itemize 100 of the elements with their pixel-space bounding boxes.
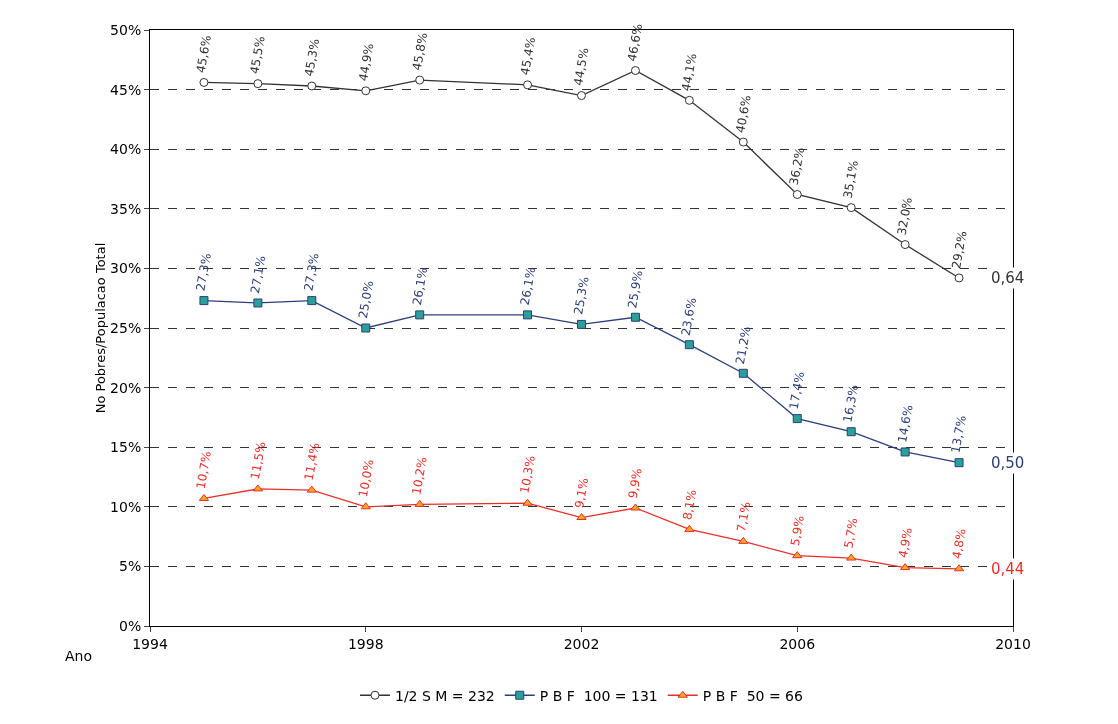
data-label: 10,3% bbox=[517, 454, 538, 495]
y-tick-label: 30% bbox=[110, 260, 142, 277]
point bbox=[900, 563, 911, 571]
point bbox=[738, 536, 749, 544]
point bbox=[307, 296, 317, 306]
data-label: 44,9% bbox=[356, 42, 377, 83]
y-tick-label: 20% bbox=[110, 379, 142, 396]
y-axis-title: No Pobres/Populacao Total bbox=[93, 242, 109, 414]
y-tick-label: 0% bbox=[118, 617, 142, 634]
x-tick-label: 1994 bbox=[132, 635, 168, 652]
data-label: 8,1% bbox=[680, 488, 700, 522]
point bbox=[252, 484, 263, 492]
x-tick-label: 2006 bbox=[779, 635, 816, 652]
data-label: 17,4% bbox=[786, 370, 808, 411]
data-label: 35,1% bbox=[840, 159, 862, 200]
data-label: 44,1% bbox=[679, 52, 700, 93]
data-label: 11,5% bbox=[248, 440, 269, 481]
y-tick-label: 25% bbox=[110, 319, 142, 336]
annotation: 0,44 bbox=[991, 560, 1025, 578]
data-label: 9,9% bbox=[625, 467, 645, 500]
data-label: 36,2% bbox=[786, 146, 808, 187]
point bbox=[361, 86, 371, 96]
point bbox=[846, 203, 856, 213]
data-label: 44,5% bbox=[571, 46, 592, 87]
x-tick-label: 1998 bbox=[347, 635, 384, 652]
data-label: 16,3% bbox=[840, 383, 861, 424]
point bbox=[415, 75, 425, 85]
point bbox=[630, 66, 640, 76]
point bbox=[253, 79, 263, 89]
legend-label: P B F 50 = 66 bbox=[702, 687, 803, 704]
data-label: 10,7% bbox=[193, 450, 214, 491]
point bbox=[306, 485, 317, 493]
data-label: 25,0% bbox=[355, 279, 377, 320]
data-label: 21,2% bbox=[733, 325, 754, 366]
data-label: 7,1% bbox=[734, 500, 754, 533]
data-label: 25,9% bbox=[625, 269, 646, 310]
y-tick-label: 45% bbox=[110, 81, 142, 98]
y-tick-label: 10% bbox=[110, 498, 142, 515]
data-label: 4,8% bbox=[949, 527, 969, 561]
data-label: 25,3% bbox=[571, 275, 592, 316]
point bbox=[846, 553, 857, 561]
data-label: 10,0% bbox=[356, 458, 377, 499]
legend-label: P B F 100 = 131 bbox=[539, 687, 658, 704]
point bbox=[415, 310, 425, 320]
point bbox=[630, 503, 641, 511]
data-label: 40,6% bbox=[733, 94, 754, 135]
point bbox=[577, 91, 586, 101]
point bbox=[199, 77, 209, 87]
data-label: 45,5% bbox=[247, 35, 268, 76]
point bbox=[792, 190, 802, 199]
point bbox=[954, 273, 964, 283]
point bbox=[684, 340, 694, 350]
data-label: 9,1% bbox=[572, 476, 592, 510]
data-label: 29,2% bbox=[949, 229, 970, 270]
data-label: 26,1% bbox=[517, 266, 539, 307]
data-label: 13,7% bbox=[948, 414, 969, 455]
data-label: 11,4% bbox=[301, 441, 323, 482]
point bbox=[577, 319, 586, 329]
point bbox=[361, 323, 371, 333]
data-label: 32,0% bbox=[894, 196, 916, 237]
point bbox=[900, 240, 910, 250]
data-label: 45,3% bbox=[301, 37, 323, 78]
data-label: 4,9% bbox=[895, 526, 915, 559]
point bbox=[846, 427, 856, 437]
data-label: 27,3% bbox=[301, 252, 322, 293]
x-tick-label: 2002 bbox=[563, 635, 600, 652]
data-label: 14,6% bbox=[895, 403, 916, 444]
point bbox=[630, 312, 640, 322]
point bbox=[684, 524, 695, 532]
y-tick-label: 40% bbox=[110, 141, 142, 158]
y-tick-label: 50% bbox=[110, 21, 142, 38]
point bbox=[576, 513, 587, 521]
point bbox=[307, 81, 317, 91]
x-axis-title: Ano bbox=[65, 648, 93, 664]
point bbox=[684, 95, 694, 105]
point bbox=[792, 414, 802, 424]
data-label: 46,6% bbox=[624, 22, 646, 63]
point bbox=[900, 447, 910, 457]
data-label: 27,1% bbox=[247, 254, 269, 295]
data-label: 10,2% bbox=[409, 455, 430, 496]
point bbox=[522, 498, 533, 506]
point bbox=[792, 551, 803, 559]
data-label: 26,1% bbox=[409, 266, 431, 307]
data-label: 5,7% bbox=[841, 516, 861, 550]
point bbox=[738, 368, 748, 378]
data-label: 27,3% bbox=[193, 252, 214, 293]
data-label: 5,9% bbox=[787, 514, 807, 548]
y-tick-label: 15% bbox=[110, 439, 142, 456]
annotation: 0,64 bbox=[991, 269, 1025, 287]
point bbox=[199, 296, 209, 306]
legend-label: 1/2 S M = 232 bbox=[395, 687, 495, 704]
y-tick-label: 35% bbox=[110, 200, 142, 217]
point bbox=[414, 499, 425, 507]
data-label: 45,6% bbox=[193, 34, 214, 75]
point bbox=[954, 458, 964, 468]
point bbox=[253, 298, 263, 308]
point bbox=[360, 502, 371, 510]
x-tick-label: 2010 bbox=[995, 635, 1031, 652]
data-label: 23,6% bbox=[678, 296, 700, 337]
point bbox=[738, 137, 748, 147]
